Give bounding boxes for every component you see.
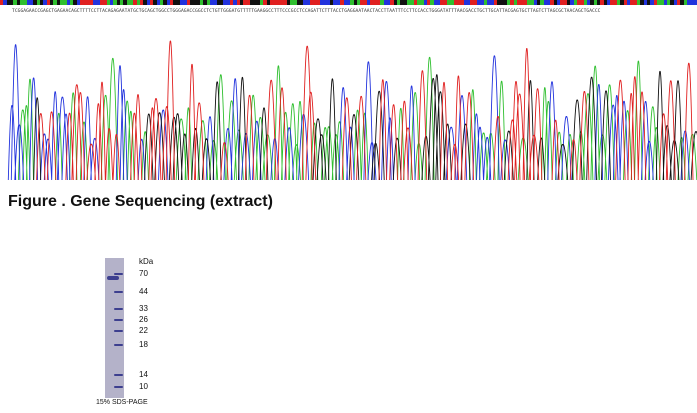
marker-band-22 xyxy=(114,330,123,332)
marker-band-33 xyxy=(114,308,123,310)
trace-a xyxy=(17,56,697,181)
figure-caption: Figure . Gene Sequencing (extract) xyxy=(8,193,273,210)
marker-label-22: 22 xyxy=(139,326,148,335)
marker-band-70 xyxy=(114,273,123,275)
marker-label-18: 18 xyxy=(139,340,148,349)
sequencing-chromatogram xyxy=(7,40,697,181)
sds-page-gel-lane xyxy=(105,258,124,398)
marker-label-33: 33 xyxy=(139,304,148,313)
base-call-color-strip xyxy=(0,0,697,6)
marker-band-10 xyxy=(114,386,123,388)
marker-label-44: 44 xyxy=(139,287,148,296)
trace-g xyxy=(33,71,697,181)
marker-band-44 xyxy=(114,291,123,293)
marker-band-26 xyxy=(114,319,123,321)
marker-label-70: 70 xyxy=(139,269,148,278)
protein-band xyxy=(107,276,119,280)
trace-t xyxy=(36,40,694,181)
sequence-text: TCGGAGAACCGAGCTGAGAACAGCTTTTCCTTACAGAGAA… xyxy=(12,9,601,14)
marker-band-14 xyxy=(114,374,123,376)
marker-label-26: 26 xyxy=(139,315,148,324)
gel-caption: 15% SDS-PAGE xyxy=(96,399,148,406)
marker-band-18 xyxy=(114,344,123,346)
kda-unit-label: kDa xyxy=(139,257,154,266)
marker-label-10: 10 xyxy=(139,382,148,391)
marker-label-14: 14 xyxy=(139,370,148,379)
